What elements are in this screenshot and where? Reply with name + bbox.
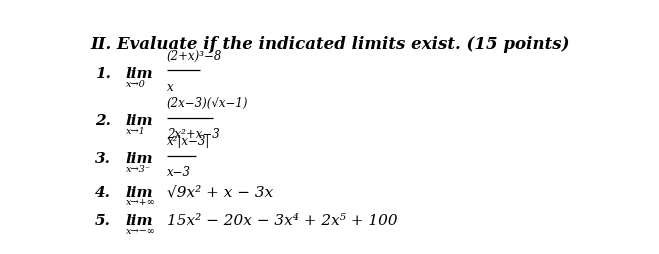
- Text: 2x²+x−3: 2x²+x−3: [167, 128, 219, 140]
- Text: lim: lim: [126, 114, 154, 128]
- Text: lim: lim: [126, 185, 154, 199]
- Text: (2x−3)(√x−1): (2x−3)(√x−1): [167, 97, 248, 110]
- Text: x²|x−3|: x²|x−3|: [167, 135, 210, 148]
- Text: 1.: 1.: [95, 67, 111, 81]
- Text: (2+x)³−8: (2+x)³−8: [167, 50, 222, 63]
- Text: 2.: 2.: [95, 114, 111, 128]
- Text: 4.: 4.: [95, 185, 111, 199]
- Text: 5.: 5.: [95, 213, 111, 227]
- Text: lim: lim: [126, 213, 154, 227]
- Text: lim: lim: [126, 67, 154, 81]
- Text: II. Evaluate if the indicated limits exist. (15 points): II. Evaluate if the indicated limits exi…: [90, 36, 569, 53]
- Text: x→0: x→0: [126, 79, 146, 88]
- Text: x→+∞: x→+∞: [126, 198, 156, 207]
- Text: x→1: x→1: [126, 126, 146, 135]
- Text: √9x² + x − 3x: √9x² + x − 3x: [167, 185, 273, 199]
- Text: x−3: x−3: [167, 166, 190, 179]
- Text: 15x² − 20x − 3x⁴ + 2x⁵ + 100: 15x² − 20x − 3x⁴ + 2x⁵ + 100: [167, 213, 397, 227]
- Text: x→3⁻: x→3⁻: [126, 164, 151, 173]
- Text: x: x: [167, 81, 173, 93]
- Text: 3.: 3.: [95, 152, 111, 166]
- Text: lim: lim: [126, 152, 154, 166]
- Text: x→−∞: x→−∞: [126, 226, 156, 235]
